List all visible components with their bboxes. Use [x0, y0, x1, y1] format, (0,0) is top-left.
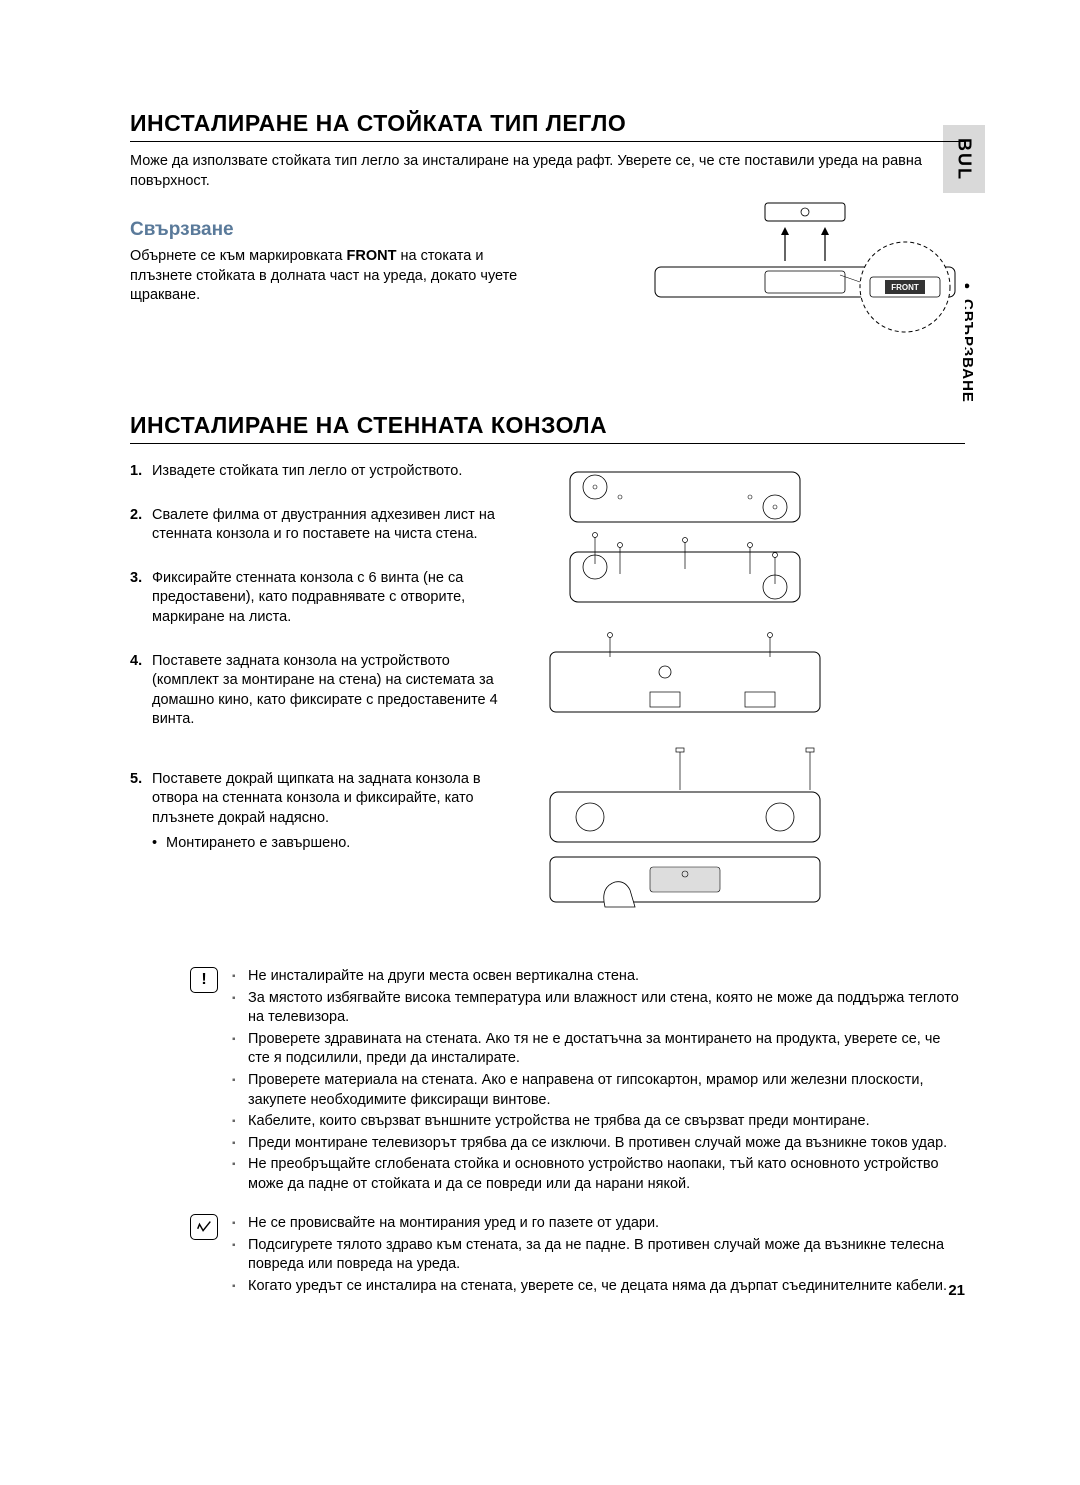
warning-item: Преди монтиране телевизорът трябва да се… — [232, 1134, 965, 1154]
note-list: Не се провисвайте на монтирания уред и г… — [232, 1214, 965, 1298]
cradle-stand-diagram: FRONT — [645, 197, 965, 357]
section1-columns: Свързване Обърнете се към маркировката F… — [130, 197, 965, 362]
warning-item: Не преобръщайте сглобената стойка и осно… — [232, 1155, 965, 1194]
warning-item: Кабелите, които свързват външните устрой… — [232, 1112, 965, 1132]
step-5-text: Поставете докрай щипката на задната конз… — [152, 771, 481, 826]
page-number: 21 — [948, 1282, 965, 1299]
connect-bold: FRONT — [347, 248, 397, 264]
warning-item: Проверете материала на стената. Ако е на… — [232, 1071, 965, 1110]
note-item: Когато уредът се инсталира на стената, у… — [232, 1277, 965, 1297]
step-3: Фиксирайте стенната конзола с 6 винта (н… — [130, 569, 520, 628]
section1-intro: Може да използвате стойката тип легло за… — [130, 152, 965, 191]
step-5-bullet: Монтирането е завършено. — [152, 834, 520, 854]
note-item: Не се провисвайте на монтирания уред и г… — [232, 1214, 965, 1234]
front-label: FRONT — [891, 283, 919, 292]
note-icon — [190, 1214, 218, 1240]
warning-item: За мястото избягвайте висока температура… — [232, 989, 965, 1028]
connect-subheading: Свързване — [130, 219, 625, 241]
connect-pre: Обърнете се към маркировката — [130, 248, 347, 264]
warning-list: Не инсталирайте на други места освен вер… — [232, 967, 965, 1196]
note-item: Подсигурете тялото здраво към стената, з… — [232, 1236, 965, 1275]
wall-bracket-diagram — [540, 462, 840, 932]
section2-heading: ИНСТАЛИРАНЕ НА СТЕННАТА КОНЗОЛА — [130, 412, 965, 444]
warning-item: Проверете здравината на стената. Ако тя … — [232, 1030, 965, 1069]
step-1: Извадете стойката тип легло от устройств… — [130, 462, 520, 482]
connect-text: Обърнете се към маркировката FRONT на ст… — [130, 247, 530, 306]
page-content: ИНСТАЛИРАНЕ НА СТОЙКАТА ТИП ЛЕГЛО Може д… — [0, 0, 1080, 1359]
warning-icon: ! — [190, 967, 218, 993]
note-block: Не се провисвайте на монтирания уред и г… — [190, 1214, 965, 1298]
install-steps: Извадете стойката тип легло от устройств… — [130, 462, 520, 854]
step-2: Свалете филма от двустранния адхезивен л… — [130, 506, 520, 545]
step-5: Поставете докрай щипката на задната конз… — [130, 770, 520, 854]
step-4: Поставете задната конзола на устройствот… — [130, 652, 520, 730]
warning-item: Не инсталирайте на други места освен вер… — [232, 967, 965, 987]
section1-heading: ИНСТАЛИРАНЕ НА СТОЙКАТА ТИП ЛЕГЛО — [130, 110, 965, 142]
warning-block: ! Не инсталирайте на други места освен в… — [190, 967, 965, 1196]
